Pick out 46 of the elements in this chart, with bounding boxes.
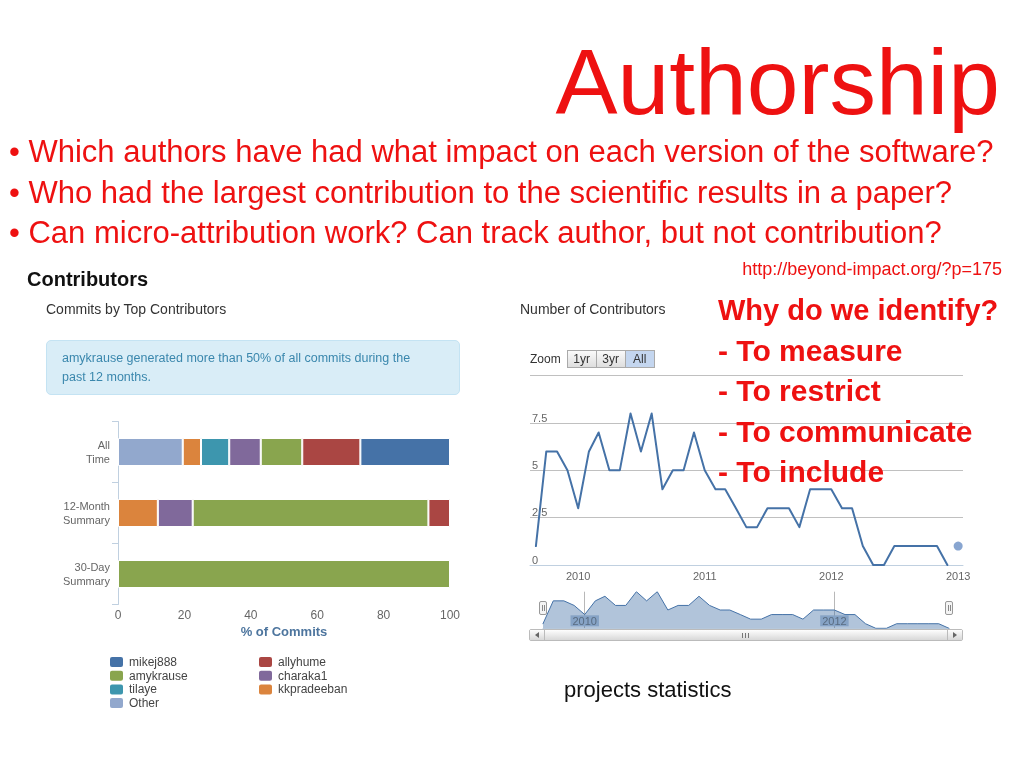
chart-subtitle: Commits by Top Contributors <box>46 301 227 317</box>
chart-title: Number of Contributors <box>520 301 666 317</box>
x-tick-label: 100 <box>439 607 461 622</box>
legend-label: amykrause <box>129 668 189 683</box>
text: Authorship <box>555 30 1000 134</box>
legend-label: kkpradeeban <box>278 682 348 697</box>
text: Zoom <box>530 352 561 366</box>
y-tick-label: 5 <box>532 458 539 471</box>
annotation: - To include <box>718 455 885 488</box>
x-tick-label: 2012 <box>822 614 847 627</box>
bar <box>118 560 450 588</box>
y-tick-label: 30-Day Summary <box>62 561 111 587</box>
callout-box: amykrause generated more than 50% of all commits during the past 12 months. <box>46 340 460 395</box>
text: http://beyond-impact.org/?p=175 <box>742 259 1002 279</box>
y-tick-label: 0 <box>532 553 539 566</box>
text: • Can micro-attribution work? Can track author, but not contribution? <box>9 215 942 250</box>
text: • Who had the largest contribution to the scientific results in a paper? <box>9 174 953 210</box>
x-tick-label: 80 <box>376 607 391 622</box>
x-tick-label: 2010 <box>572 614 597 627</box>
chart-title: Contributors <box>27 268 149 290</box>
button: 1yr <box>566 350 597 368</box>
text: Why do we identify? <box>718 294 999 326</box>
x-tick-label: 20 <box>177 607 192 622</box>
x-tick-label: 40 <box>244 607 258 622</box>
x-tick-label: 2012 <box>819 569 844 582</box>
y-tick-label: 7.5 <box>532 411 548 424</box>
legend-label: Other <box>129 696 160 711</box>
legend-label: mikej888 <box>129 655 178 669</box>
annotation: - To communicate <box>718 414 973 448</box>
x-tick-label: 60 <box>310 607 325 622</box>
text: • Which authors have had what impact on each version of the software? <box>9 134 994 169</box>
text: - To measure <box>718 333 903 367</box>
legend-label: tilaye <box>129 682 158 697</box>
x-tick-label: 2011 <box>692 569 717 582</box>
text: projects statistics <box>564 677 732 702</box>
legend-label: allyhume <box>278 655 327 669</box>
annotation: - To restrict <box>718 374 881 407</box>
x-axis-title: % of Commits <box>240 624 328 640</box>
y-tick-label: All Time <box>85 439 110 465</box>
x-tick-label: 2010 <box>565 569 591 582</box>
y-tick-label: 12-Month Summary <box>62 500 111 526</box>
button: 3yr <box>595 350 626 368</box>
button: All <box>624 350 655 368</box>
x-tick-label: 0 <box>114 607 122 622</box>
x-tick-label: 2013 <box>945 569 971 582</box>
legend-label: charaka1 <box>278 668 328 683</box>
